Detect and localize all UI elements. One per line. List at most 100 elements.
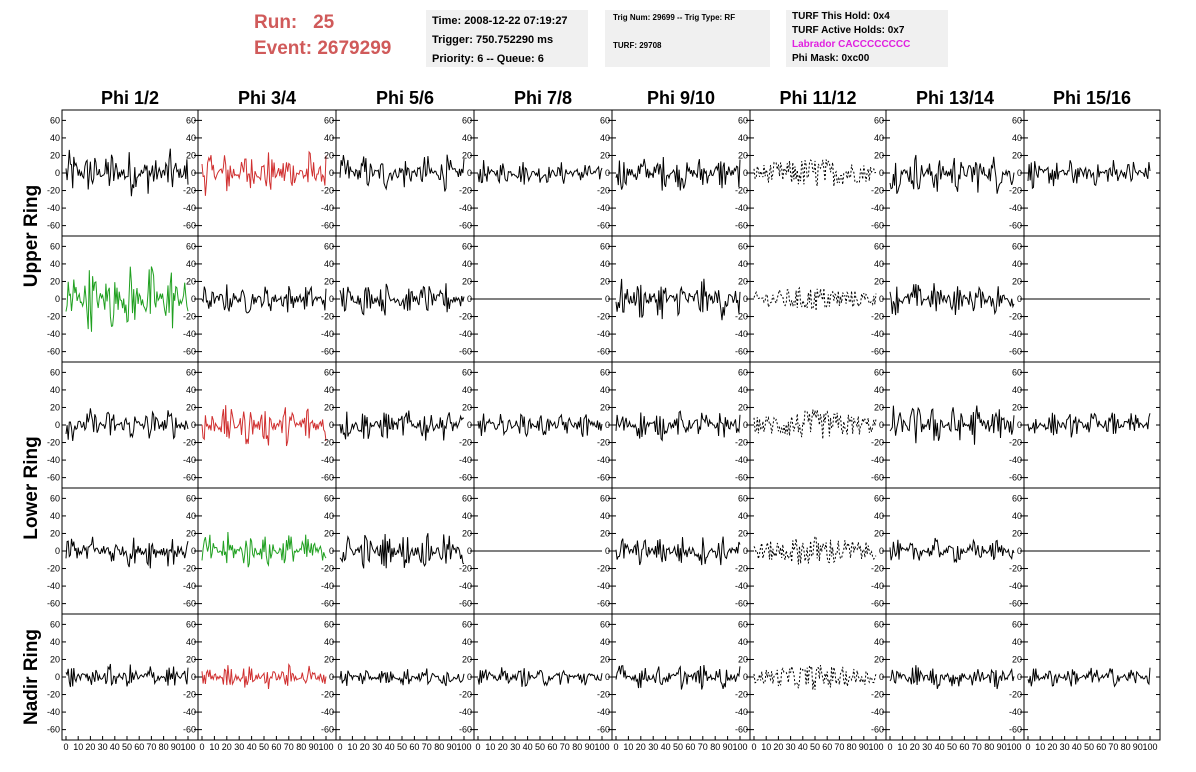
waveform-trace <box>339 668 465 687</box>
x-tick-label: 40 <box>798 742 808 752</box>
y-tick-label: 20 <box>324 276 334 286</box>
panel-frame <box>197 487 337 615</box>
column-title: Phi 3/4 <box>238 88 296 108</box>
y-tick-label: 60 <box>874 241 884 251</box>
waveform-trace <box>339 283 465 316</box>
y-tick-label: 0 <box>743 420 748 430</box>
y-tick-label: -20 <box>1009 690 1022 700</box>
x-tick-label: 30 <box>922 742 932 752</box>
y-tick-label: -60 <box>459 347 472 357</box>
y-tick-label: -40 <box>1009 581 1022 591</box>
waveform-trace <box>753 663 877 690</box>
y-tick-label: 60 <box>874 367 884 377</box>
y-tick-label: -40 <box>321 581 334 591</box>
y-tick-label: 40 <box>738 385 748 395</box>
waveform-trace <box>889 405 1015 445</box>
waveform-trace <box>1027 667 1151 688</box>
x-tick-label: 80 <box>984 742 994 752</box>
y-tick-label: -40 <box>597 707 610 717</box>
y-tick-label: 40 <box>1012 133 1022 143</box>
y-tick-label: 40 <box>186 511 196 521</box>
y-tick-label: 40 <box>186 259 196 269</box>
panel-frame <box>473 361 613 489</box>
y-tick-label: -40 <box>597 581 610 591</box>
x-tick-label: 20 <box>222 742 232 752</box>
y-tick-label: 40 <box>462 637 472 647</box>
y-tick-label: 40 <box>324 259 334 269</box>
y-tick-label: 60 <box>324 115 334 125</box>
y-tick-label: 40 <box>1012 637 1022 647</box>
x-tick-label: 70 <box>1108 742 1118 752</box>
y-tick-label: 40 <box>874 511 884 521</box>
y-tick-label: 0 <box>1017 420 1022 430</box>
y-tick-label: -40 <box>1009 455 1022 465</box>
waveform-trace <box>889 537 1015 564</box>
turf-info-box: TURF This Hold: 0x4 TURF Active Holds: 0… <box>786 10 948 67</box>
y-tick-label: -20 <box>597 564 610 574</box>
x-tick-label: 70 <box>284 742 294 752</box>
y-tick-label: 20 <box>186 150 196 160</box>
y-tick-label: -60 <box>321 473 334 483</box>
x-tick-label: 0 <box>63 742 68 752</box>
y-tick-label: 60 <box>1012 241 1022 251</box>
turf-active-holds-text: TURF Active Holds: 0x7 <box>792 25 905 36</box>
y-tick-label: 60 <box>874 493 884 503</box>
y-tick-label: -60 <box>597 599 610 609</box>
y-tick-label: 60 <box>462 115 472 125</box>
y-tick-label: -40 <box>597 455 610 465</box>
waveform-trace <box>201 405 327 447</box>
y-tick-label: -40 <box>321 707 334 717</box>
y-tick-label: -60 <box>321 599 334 609</box>
y-tick-label: -20 <box>321 564 334 574</box>
y-tick-label: 20 <box>186 654 196 664</box>
y-tick-label: -40 <box>459 455 472 465</box>
x-tick-label: 80 <box>434 742 444 752</box>
y-tick-label: -60 <box>871 599 884 609</box>
turf-this-hold-text: TURF This Hold: 0x4 <box>792 11 890 22</box>
y-tick-label: -20 <box>871 564 884 574</box>
x-tick-label: 60 <box>959 742 969 752</box>
y-tick-label: 0 <box>605 294 610 304</box>
waveform-trace <box>65 663 189 688</box>
waveform-trace <box>889 283 1015 316</box>
y-tick-label: 20 <box>1012 654 1022 664</box>
y-tick-label: 20 <box>600 402 610 412</box>
y-tick-label: 0 <box>743 168 748 178</box>
waveform-trace <box>201 284 327 314</box>
y-tick-label: -20 <box>459 438 472 448</box>
x-tick-label: 70 <box>560 742 570 752</box>
waveform-trace <box>477 160 603 185</box>
y-tick-label: 40 <box>324 637 334 647</box>
y-tick-label: 60 <box>186 493 196 503</box>
y-tick-label: -20 <box>597 312 610 322</box>
y-tick-label: 0 <box>329 672 334 682</box>
time-text: Time: 2008-12-22 07:19:27 <box>432 15 568 27</box>
y-tick-label: 60 <box>874 619 884 629</box>
x-tick-label: 100 <box>594 742 609 752</box>
y-tick-label: 0 <box>743 672 748 682</box>
y-tick-label: 40 <box>738 133 748 143</box>
waveform-trace <box>615 156 741 191</box>
y-tick-label: 40 <box>186 385 196 395</box>
y-tick-label: 0 <box>55 294 60 304</box>
y-tick-label: 20 <box>50 654 60 664</box>
y-tick-label: 20 <box>600 276 610 286</box>
y-tick-label: -20 <box>735 690 748 700</box>
waveform-trace <box>615 664 741 690</box>
waveform-trace <box>753 409 877 440</box>
y-tick-label: 40 <box>600 637 610 647</box>
y-tick-label: 20 <box>50 402 60 412</box>
x-tick-label: 100 <box>732 742 747 752</box>
y-tick-label: 40 <box>462 133 472 143</box>
y-tick-label: 20 <box>1012 402 1022 412</box>
x-tick-label: 80 <box>847 742 857 752</box>
y-tick-label: -60 <box>459 725 472 735</box>
y-tick-label: 60 <box>1012 619 1022 629</box>
y-tick-label: 0 <box>329 168 334 178</box>
y-tick-label: -60 <box>321 725 334 735</box>
y-tick-label: -20 <box>183 564 196 574</box>
x-tick-label: 20 <box>773 742 783 752</box>
y-tick-label: -20 <box>735 312 748 322</box>
y-tick-label: 60 <box>50 241 60 251</box>
panel-frame <box>749 235 887 363</box>
